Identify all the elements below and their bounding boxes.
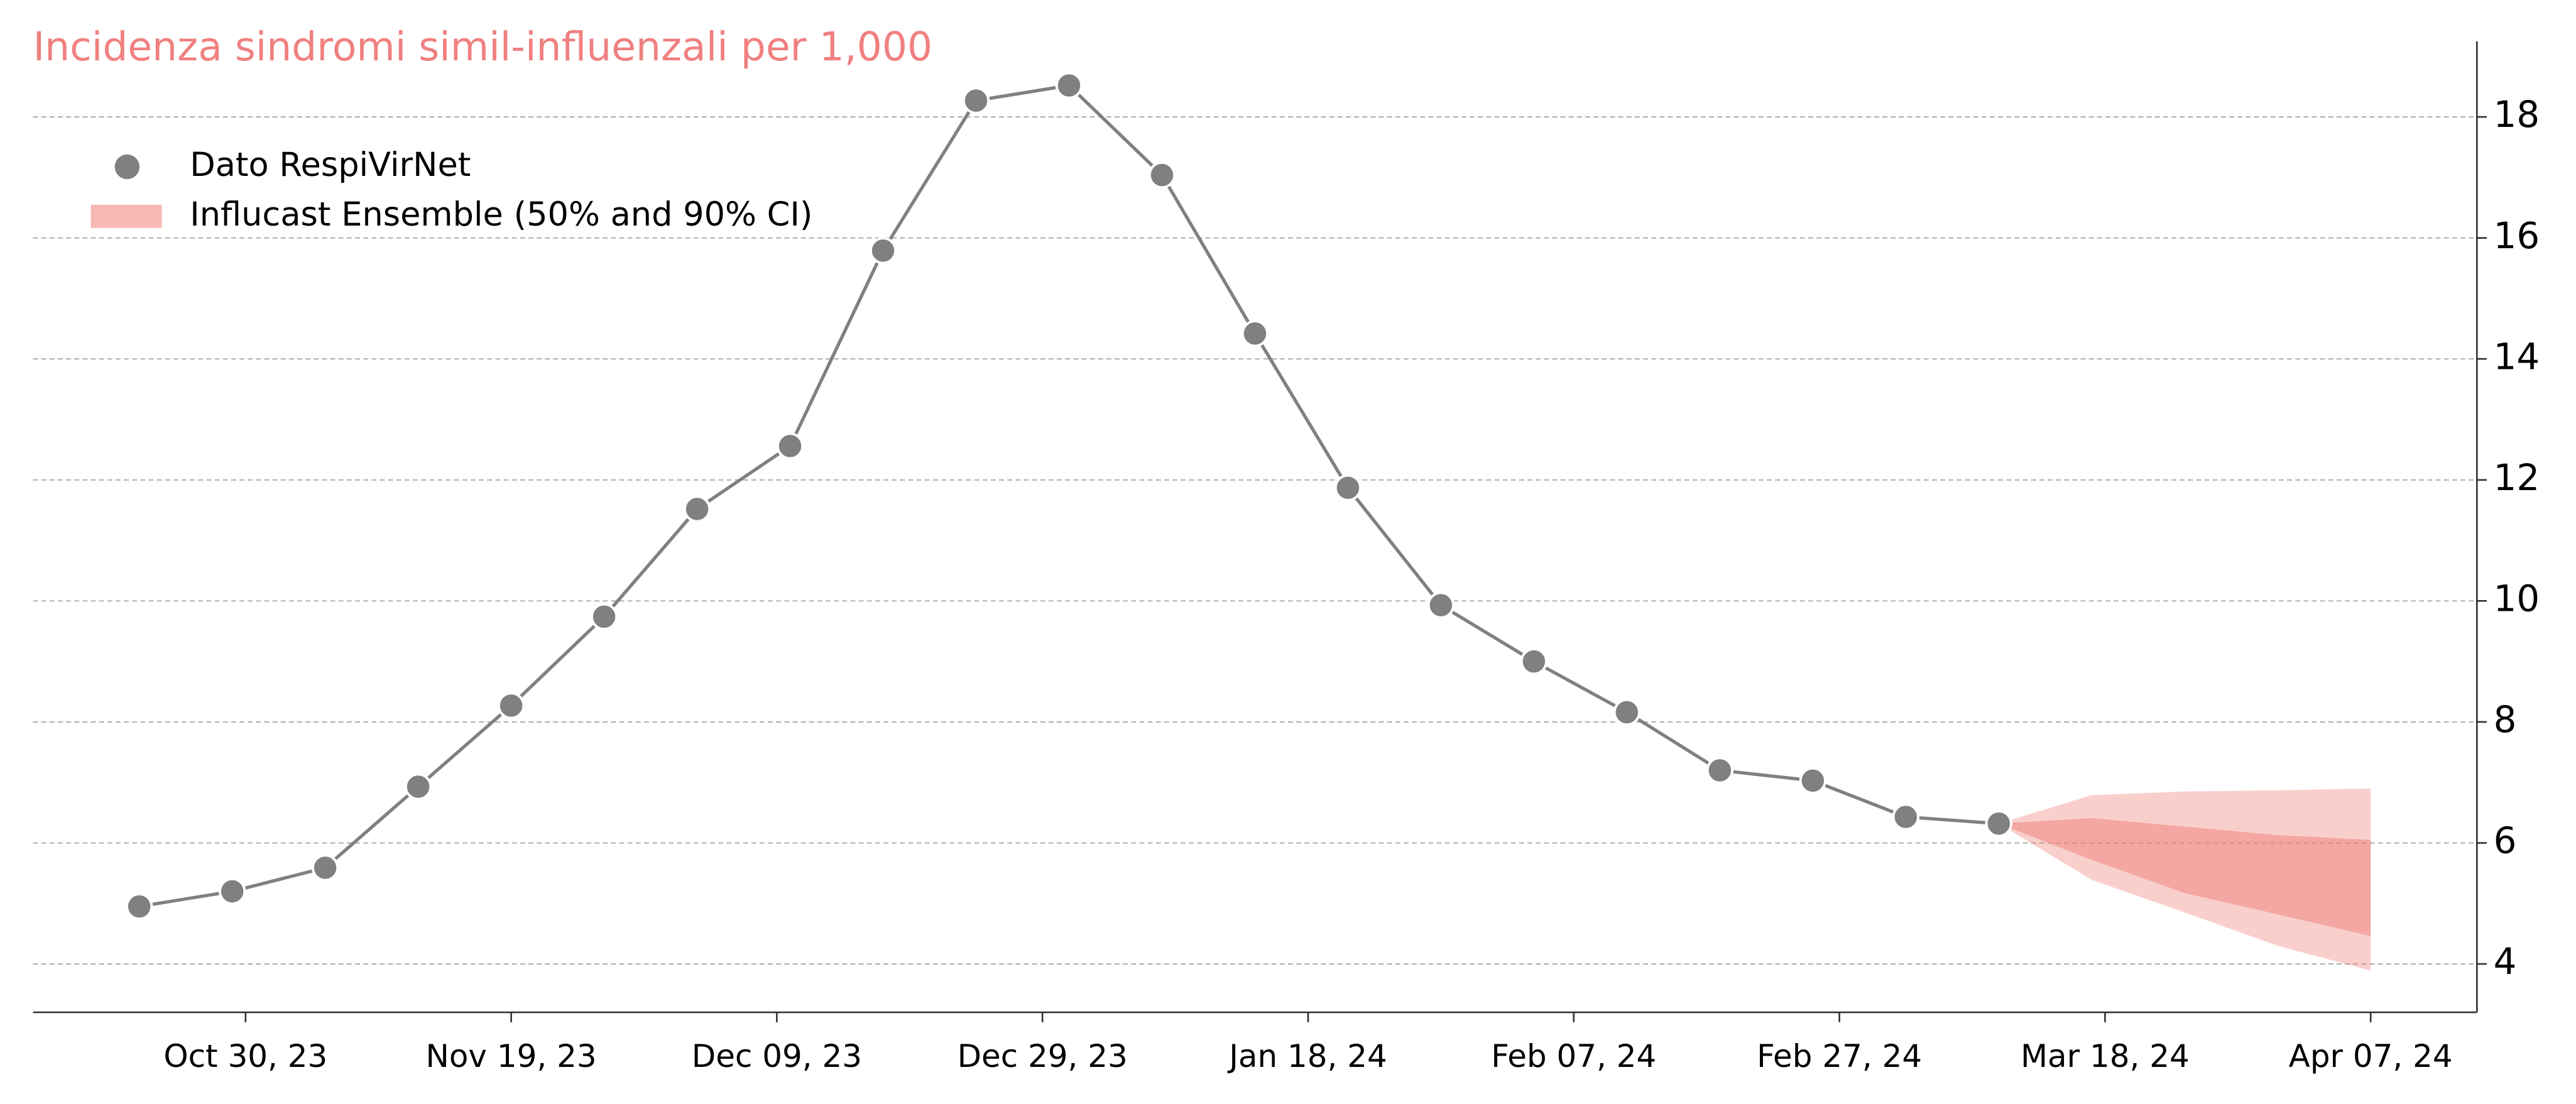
y-tick-label: 8 — [2494, 698, 2517, 741]
legend-marker — [114, 154, 140, 180]
data-point — [311, 854, 339, 882]
y-tick-label: 6 — [2494, 819, 2517, 862]
data-point — [590, 603, 618, 631]
y-tick-label: 18 — [2494, 93, 2540, 136]
data-point — [1148, 161, 1176, 189]
data-point — [869, 237, 897, 265]
legend-patch — [90, 204, 162, 228]
data-point — [1985, 810, 2012, 838]
data-point — [1427, 591, 1455, 619]
data-point — [1613, 698, 1641, 726]
data-point — [218, 877, 246, 905]
y-tick-label: 10 — [2494, 577, 2540, 620]
data-point — [683, 495, 711, 523]
data-point — [1520, 647, 1548, 675]
x-tick-label: Apr 07, 24 — [2289, 1038, 2453, 1074]
x-tick-label: Oct 30, 23 — [163, 1038, 327, 1074]
data-point — [1241, 320, 1269, 347]
y-tick-label: 16 — [2494, 214, 2540, 257]
x-tick-label: Mar 18, 24 — [2021, 1038, 2190, 1074]
y-tick-label: 12 — [2494, 456, 2540, 499]
x-tick-label: Dec 09, 23 — [692, 1038, 862, 1074]
data-point — [962, 87, 990, 114]
data-point — [1892, 803, 1919, 831]
x-tick-label: Feb 27, 24 — [1757, 1038, 1922, 1074]
y-tick-label: 14 — [2494, 335, 2540, 378]
data-point — [404, 773, 432, 801]
x-tick-label: Jan 18, 24 — [1227, 1038, 1387, 1074]
legend-label: Dato RespiVirNet — [190, 146, 471, 184]
ci-50-band — [1999, 818, 2371, 936]
x-tick-label: Dec 29, 23 — [958, 1038, 1128, 1074]
data-point — [1334, 474, 1362, 501]
data-point — [1055, 72, 1083, 99]
data-point — [1706, 757, 1734, 784]
data-point — [776, 432, 804, 460]
data-point — [497, 692, 525, 719]
x-tick-label: Nov 19, 23 — [426, 1038, 597, 1074]
data-point — [1799, 767, 1826, 795]
legend-label: Influcast Ensemble (50% and 90% CI) — [190, 195, 812, 234]
data-point — [126, 892, 153, 921]
y-tick-label: 4 — [2494, 940, 2517, 983]
chart-title: Incidenza sindromi simil-influenzali per… — [33, 23, 933, 70]
x-tick-label: Feb 07, 24 — [1491, 1038, 1656, 1074]
